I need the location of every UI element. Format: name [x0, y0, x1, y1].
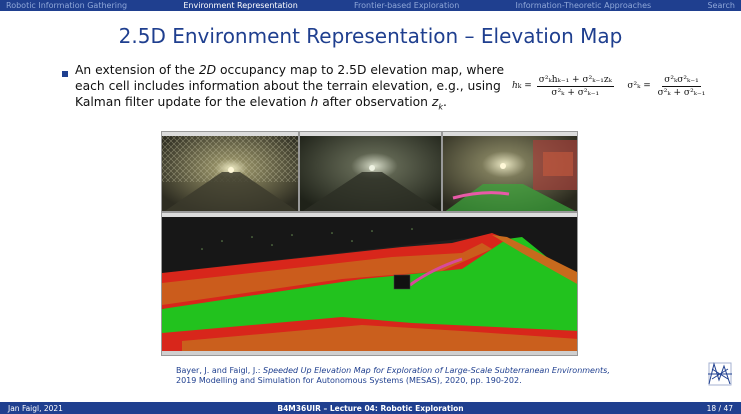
footer-page-number: 18 / 47 [706, 403, 733, 413]
slide-title: 2.5D Environment Representation – Elevat… [118, 24, 623, 48]
tunnel-camera-image-overlay [442, 131, 578, 212]
fraction-variance: σ²ₖσ²ₖ₋₁ σ²ₖ + σ²ₖ₋₁ [657, 74, 706, 98]
section-navigation: Robotic Information Gathering Environmen… [0, 0, 741, 11]
footer-author: Jan Faigl, 2021 [8, 403, 63, 413]
citation-title: Speeded Up Elevation Map for Exploration… [262, 366, 610, 375]
emphasis-2d: 2D [198, 63, 217, 77]
slide-footer: Jan Faigl, 2021 B4M36UIR – Lecture 04: R… [0, 402, 741, 414]
bullet-marker [62, 67, 78, 77]
fraction-elevation: σ²ₖhₖ₋₁ + σ²ₖ₋₁zₖ σ²ₖ + σ²ₖ₋₁ [536, 74, 614, 98]
citation-venue: 2019 Modelling and Simulation for Autono… [176, 376, 522, 385]
citation-authors: Bayer, J. and Faigl, J.: [176, 366, 263, 375]
university-logo-icon [706, 360, 734, 388]
tunnel-camera-image-left [161, 131, 299, 212]
variable-z: z [431, 95, 439, 109]
bullet-text: An extension of the 2D occupancy map to … [75, 63, 505, 112]
citation: Bayer, J. and Faigl, J.: Speeded Up Elev… [176, 366, 696, 386]
footer-course: B4M36UIR – Lecture 04: Robotic Explorati… [277, 403, 464, 413]
nav-item-information-gathering[interactable]: Robotic Information Gathering [6, 1, 128, 10]
tunnel-camera-image-center [299, 131, 442, 212]
nav-item-frontier-exploration[interactable]: Frontier-based Exploration [354, 1, 460, 10]
nav-item-environment-representation[interactable]: Environment Representation [183, 1, 298, 10]
elevation-map-visualization [161, 212, 578, 356]
nav-item-information-theoretic[interactable]: Information-Theoretic Approaches [515, 1, 652, 10]
nav-item-search[interactable]: Search [707, 1, 735, 10]
variable-h: h [310, 95, 319, 109]
